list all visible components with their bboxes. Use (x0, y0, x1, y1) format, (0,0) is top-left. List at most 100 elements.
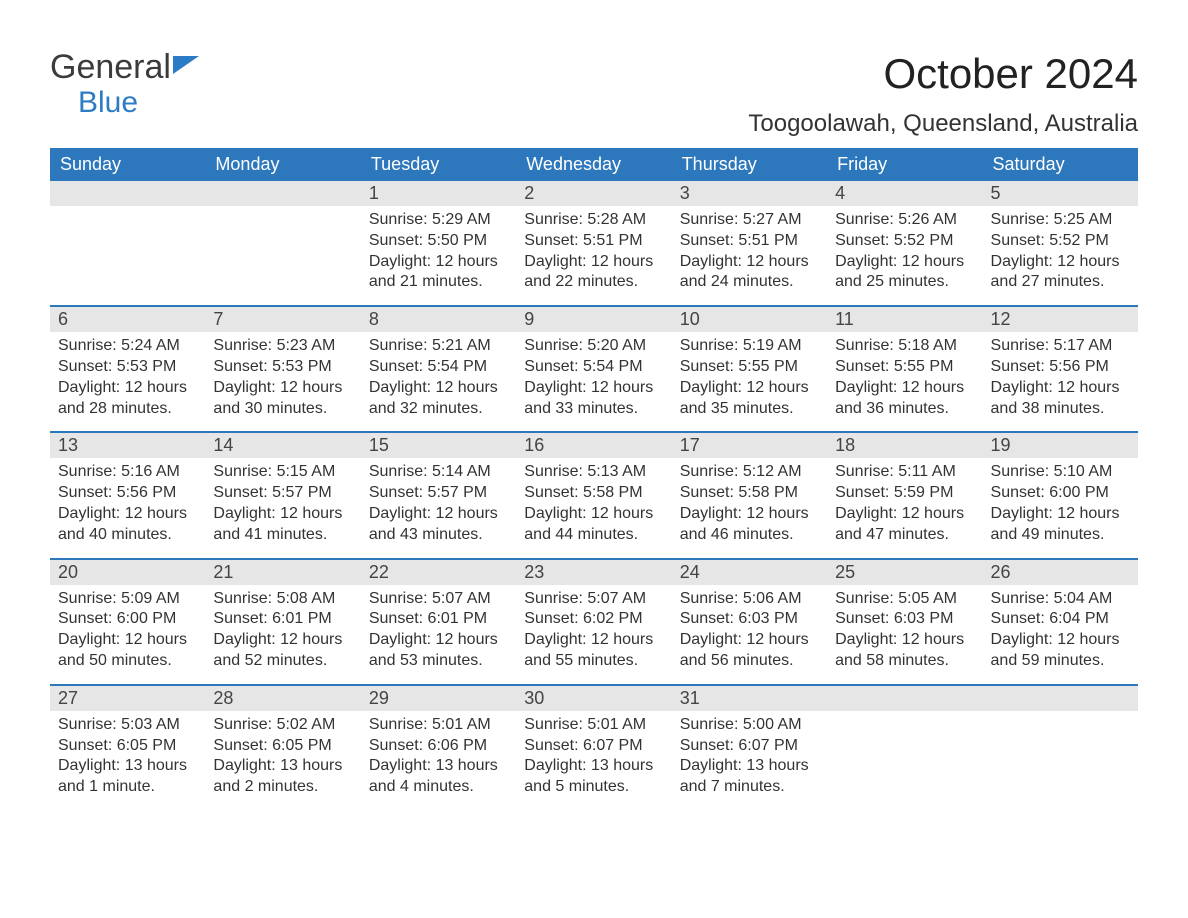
daylight-line: Daylight: 12 hours and 32 minutes. (369, 378, 508, 420)
day-body: Sunrise: 5:01 AMSunset: 6:06 PMDaylight:… (361, 711, 516, 810)
sunrise-line: Sunrise: 5:19 AM (680, 336, 819, 357)
day-body: Sunrise: 5:04 AMSunset: 6:04 PMDaylight:… (983, 585, 1138, 684)
day-body: Sunrise: 5:19 AMSunset: 5:55 PMDaylight:… (672, 332, 827, 431)
day-body: Sunrise: 5:08 AMSunset: 6:01 PMDaylight:… (205, 585, 360, 684)
calendar-day-cell: 12Sunrise: 5:17 AMSunset: 5:56 PMDayligh… (983, 306, 1138, 432)
daylight-line: Daylight: 12 hours and 56 minutes. (680, 630, 819, 672)
day-body: Sunrise: 5:28 AMSunset: 5:51 PMDaylight:… (516, 206, 671, 305)
day-number: 15 (361, 433, 516, 458)
day-number-empty (205, 181, 360, 206)
calendar-day-cell: 15Sunrise: 5:14 AMSunset: 5:57 PMDayligh… (361, 432, 516, 558)
daylight-line: Daylight: 13 hours and 4 minutes. (369, 756, 508, 798)
day-body: Sunrise: 5:24 AMSunset: 5:53 PMDaylight:… (50, 332, 205, 431)
sunrise-line: Sunrise: 5:10 AM (991, 462, 1130, 483)
sunrise-line: Sunrise: 5:21 AM (369, 336, 508, 357)
sunset-line: Sunset: 5:55 PM (680, 357, 819, 378)
sunset-line: Sunset: 6:05 PM (213, 736, 352, 757)
sunrise-line: Sunrise: 5:07 AM (524, 589, 663, 610)
sunrise-line: Sunrise: 5:01 AM (524, 715, 663, 736)
day-body: Sunrise: 5:02 AMSunset: 6:05 PMDaylight:… (205, 711, 360, 810)
sunset-line: Sunset: 5:54 PM (369, 357, 508, 378)
daylight-line: Daylight: 13 hours and 7 minutes. (680, 756, 819, 798)
calendar-day-cell: 11Sunrise: 5:18 AMSunset: 5:55 PMDayligh… (827, 306, 982, 432)
sunset-line: Sunset: 5:55 PM (835, 357, 974, 378)
day-number: 29 (361, 686, 516, 711)
sunset-line: Sunset: 6:04 PM (991, 609, 1130, 630)
daylight-line: Daylight: 12 hours and 28 minutes. (58, 378, 197, 420)
logo-line2: Blue (78, 86, 138, 119)
daylight-line: Daylight: 12 hours and 52 minutes. (213, 630, 352, 672)
calendar-week-row: 6Sunrise: 5:24 AMSunset: 5:53 PMDaylight… (50, 306, 1138, 432)
sunrise-line: Sunrise: 5:12 AM (680, 462, 819, 483)
logo-mark-icon (173, 56, 199, 74)
calendar-table: Sunday Monday Tuesday Wednesday Thursday… (50, 148, 1138, 810)
day-body: Sunrise: 5:21 AMSunset: 5:54 PMDaylight:… (361, 332, 516, 431)
sunset-line: Sunset: 6:00 PM (991, 483, 1130, 504)
day-number: 13 (50, 433, 205, 458)
day-number: 6 (50, 307, 205, 332)
calendar-day-cell (983, 685, 1138, 810)
daylight-line: Daylight: 12 hours and 49 minutes. (991, 504, 1130, 546)
day-body: Sunrise: 5:06 AMSunset: 6:03 PMDaylight:… (672, 585, 827, 684)
day-body: Sunrise: 5:25 AMSunset: 5:52 PMDaylight:… (983, 206, 1138, 305)
day-number: 24 (672, 560, 827, 585)
day-body: Sunrise: 5:01 AMSunset: 6:07 PMDaylight:… (516, 711, 671, 810)
sunset-line: Sunset: 6:07 PM (524, 736, 663, 757)
sunrise-line: Sunrise: 5:24 AM (58, 336, 197, 357)
calendar-day-cell (827, 685, 982, 810)
daylight-line: Daylight: 13 hours and 5 minutes. (524, 756, 663, 798)
daylight-line: Daylight: 12 hours and 25 minutes. (835, 252, 974, 294)
weekday-header: Wednesday (516, 148, 671, 181)
day-body: Sunrise: 5:10 AMSunset: 6:00 PMDaylight:… (983, 458, 1138, 557)
daylight-line: Daylight: 12 hours and 38 minutes. (991, 378, 1130, 420)
daylight-line: Daylight: 12 hours and 33 minutes. (524, 378, 663, 420)
weekday-header: Friday (827, 148, 982, 181)
day-body: Sunrise: 5:15 AMSunset: 5:57 PMDaylight:… (205, 458, 360, 557)
day-number: 23 (516, 560, 671, 585)
calendar-day-cell: 25Sunrise: 5:05 AMSunset: 6:03 PMDayligh… (827, 559, 982, 685)
sunset-line: Sunset: 5:51 PM (680, 231, 819, 252)
day-number: 10 (672, 307, 827, 332)
sunset-line: Sunset: 5:53 PM (58, 357, 197, 378)
sunset-line: Sunset: 5:52 PM (835, 231, 974, 252)
day-number: 3 (672, 181, 827, 206)
sunset-line: Sunset: 6:02 PM (524, 609, 663, 630)
calendar-week-row: 27Sunrise: 5:03 AMSunset: 6:05 PMDayligh… (50, 685, 1138, 810)
daylight-line: Daylight: 12 hours and 41 minutes. (213, 504, 352, 546)
sunset-line: Sunset: 6:03 PM (835, 609, 974, 630)
daylight-line: Daylight: 12 hours and 55 minutes. (524, 630, 663, 672)
calendar-day-cell: 9Sunrise: 5:20 AMSunset: 5:54 PMDaylight… (516, 306, 671, 432)
day-body-empty (50, 206, 205, 290)
sunset-line: Sunset: 5:52 PM (991, 231, 1130, 252)
day-number: 18 (827, 433, 982, 458)
sunrise-line: Sunrise: 5:15 AM (213, 462, 352, 483)
daylight-line: Daylight: 12 hours and 44 minutes. (524, 504, 663, 546)
sunrise-line: Sunrise: 5:27 AM (680, 210, 819, 231)
sunrise-line: Sunrise: 5:01 AM (369, 715, 508, 736)
sunrise-line: Sunrise: 5:11 AM (835, 462, 974, 483)
calendar-day-cell: 10Sunrise: 5:19 AMSunset: 5:55 PMDayligh… (672, 306, 827, 432)
calendar-day-cell: 17Sunrise: 5:12 AMSunset: 5:58 PMDayligh… (672, 432, 827, 558)
daylight-line: Daylight: 12 hours and 58 minutes. (835, 630, 974, 672)
day-number: 9 (516, 307, 671, 332)
sunrise-line: Sunrise: 5:16 AM (58, 462, 197, 483)
calendar-day-cell: 7Sunrise: 5:23 AMSunset: 5:53 PMDaylight… (205, 306, 360, 432)
day-number: 16 (516, 433, 671, 458)
sunset-line: Sunset: 5:56 PM (58, 483, 197, 504)
sunrise-line: Sunrise: 5:20 AM (524, 336, 663, 357)
calendar-day-cell: 19Sunrise: 5:10 AMSunset: 6:00 PMDayligh… (983, 432, 1138, 558)
calendar-day-cell: 8Sunrise: 5:21 AMSunset: 5:54 PMDaylight… (361, 306, 516, 432)
daylight-line: Daylight: 12 hours and 22 minutes. (524, 252, 663, 294)
day-body: Sunrise: 5:11 AMSunset: 5:59 PMDaylight:… (827, 458, 982, 557)
day-body: Sunrise: 5:12 AMSunset: 5:58 PMDaylight:… (672, 458, 827, 557)
sunset-line: Sunset: 6:00 PM (58, 609, 197, 630)
sunrise-line: Sunrise: 5:05 AM (835, 589, 974, 610)
sunrise-line: Sunrise: 5:28 AM (524, 210, 663, 231)
day-body: Sunrise: 5:23 AMSunset: 5:53 PMDaylight:… (205, 332, 360, 431)
calendar-day-cell (50, 181, 205, 306)
title-block: October 2024 Toogoolawah, Queensland, Au… (748, 50, 1138, 138)
daylight-line: Daylight: 13 hours and 1 minute. (58, 756, 197, 798)
sunrise-line: Sunrise: 5:26 AM (835, 210, 974, 231)
calendar-day-cell: 1Sunrise: 5:29 AMSunset: 5:50 PMDaylight… (361, 181, 516, 306)
weekday-header-row: Sunday Monday Tuesday Wednesday Thursday… (50, 148, 1138, 181)
